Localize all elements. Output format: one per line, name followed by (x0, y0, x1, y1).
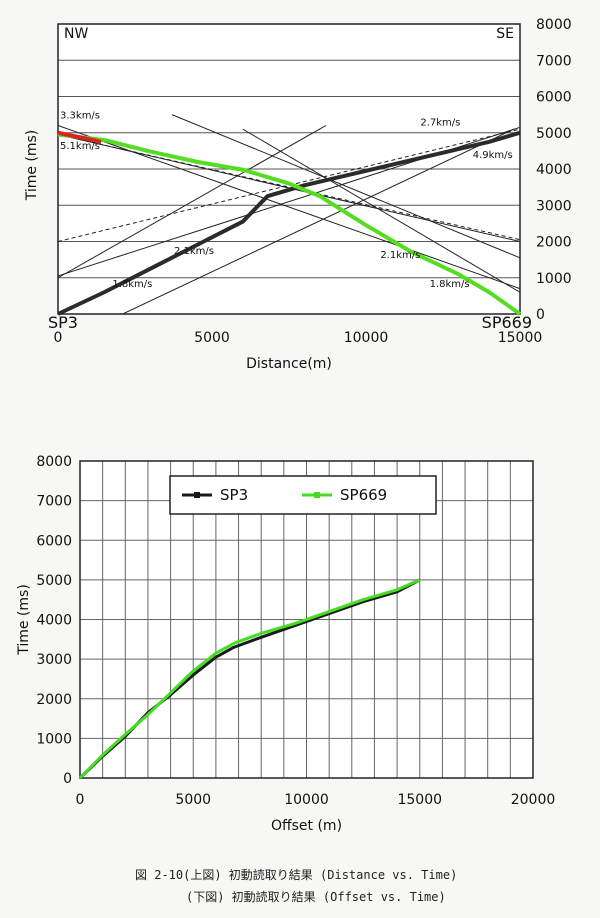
x-tick-label: 20000 (511, 792, 556, 808)
series-sp669 (78, 578, 421, 780)
x-tick-label: 0 (54, 330, 63, 346)
velocity-label: 2.1km/s (174, 246, 214, 257)
y-tick-label: 0 (63, 771, 72, 787)
distance-time-chart: 3.3km/s 5.1km/s 2.7km/s 4.9km/s 2.1km/s 2.1km… (24, 17, 572, 372)
y-tick-label: 4000 (36, 613, 72, 629)
y-tick-label: 8000 (536, 17, 572, 33)
velocity-line (122, 128, 515, 315)
velocity-line (57, 134, 521, 241)
velocity-label: 2.7km/s (420, 118, 460, 129)
y-tick-label: 2000 (536, 235, 572, 251)
x-tick-label: 10000 (344, 330, 389, 346)
y-axis-title: Time (ms) (16, 584, 32, 656)
y-axis-title: Time (ms) (24, 130, 40, 202)
y-tick-label: 3000 (536, 198, 572, 214)
plot-frame (79, 460, 534, 779)
offset-time-chart: 0 1000 2000 3000 4000 5000 6000 7000 8000 0 5000 10… (16, 454, 556, 834)
legend-label-sp3: SP3 (220, 486, 248, 504)
x-tick-label: 5000 (175, 792, 211, 808)
series-sp3 (57, 130, 521, 316)
y-tick-label: 8000 (36, 454, 72, 470)
velocity-label: 4.9km/s (473, 150, 513, 161)
y-tick-label: 6000 (536, 90, 572, 106)
x-tick-label: 0 (76, 792, 85, 808)
y-tick-label: 6000 (36, 533, 72, 549)
legend-marker-sp3 (194, 492, 200, 498)
velocity-line (57, 125, 327, 279)
x-tick-label: 10000 (284, 792, 329, 808)
y-tick-label: 2000 (36, 692, 72, 708)
y-tick-label: 7000 (536, 53, 572, 69)
velocity-label: 5.1km/s (60, 141, 100, 152)
y-tick-label: 7000 (36, 494, 72, 510)
x-axis-title: Distance(m) (246, 356, 332, 372)
series-sp669-red-segment- (57, 130, 102, 144)
velocity-label: 2.1km/s (380, 250, 420, 261)
y-tick-label: 5000 (536, 126, 572, 142)
caption-line-2: (下図) 初動読取り結果 (Offset vs. Time) (186, 890, 446, 904)
y-tick-label: 1000 (536, 271, 572, 287)
x-axis-title: Offset (m) (271, 818, 342, 834)
velocity-label: 1.8km/s (112, 279, 152, 290)
x-tick-label: 5000 (194, 330, 230, 346)
velocity-line (57, 128, 521, 242)
caption-line-1: 図 2-10(上図) 初動読取り結果 (Distance vs. Time) (135, 868, 458, 882)
direction-label-nw: NW (64, 26, 88, 42)
shot-label-right: SP669 (482, 313, 532, 332)
shot-label-left: SP3 (48, 313, 78, 332)
velocity-label: 3.3km/s (60, 110, 100, 121)
y-tick-label: 4000 (536, 162, 572, 178)
legend: SP3 SP669 (169, 475, 437, 515)
y-tick-label: 3000 (36, 652, 72, 668)
velocity-line (171, 114, 521, 259)
legend-label-sp669: SP669 (340, 486, 387, 504)
legend-marker-sp669 (314, 492, 320, 498)
x-tick-label: 15000 (397, 792, 442, 808)
x-tick-label: 15000 (498, 330, 543, 346)
velocity-label: 1.8km/s (430, 279, 470, 290)
velocity-line (242, 128, 521, 293)
y-tick-label: 1000 (36, 731, 72, 747)
plot-frame (57, 23, 521, 315)
series-sp669 (57, 132, 522, 316)
y-tick-label: 5000 (36, 573, 72, 589)
y-tick-label: 0 (536, 307, 545, 323)
direction-label-se: SE (496, 26, 514, 42)
